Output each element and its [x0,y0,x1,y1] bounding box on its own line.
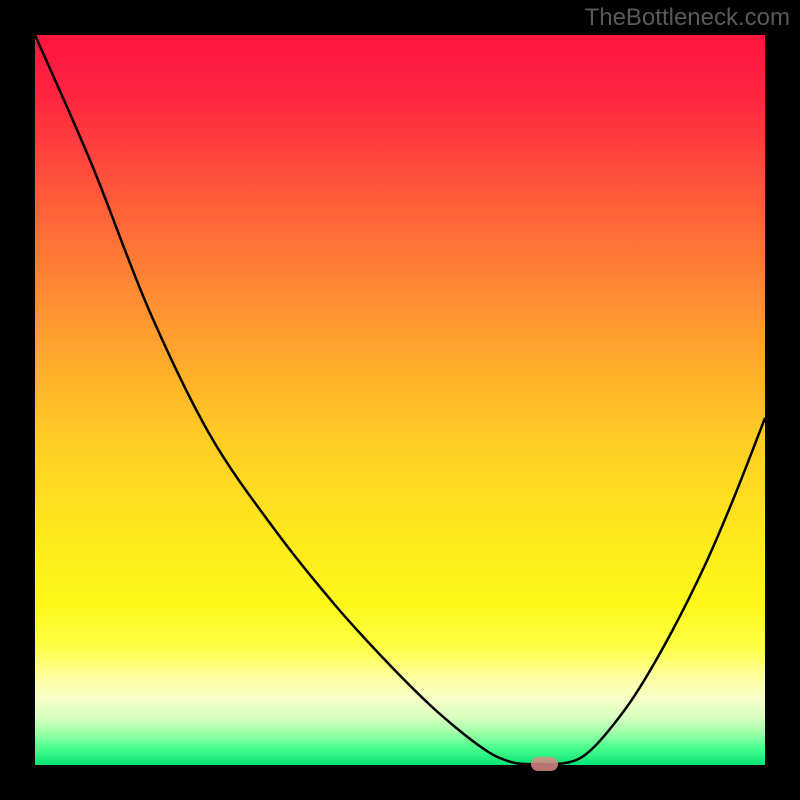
optimal-marker [531,757,558,771]
chart-container: { "watermark": "TheBottleneck.com", "cha… [0,0,800,800]
watermark-text: TheBottleneck.com [585,4,790,32]
plot-area [35,35,765,765]
plot-svg [35,35,765,765]
gradient-background [35,35,765,765]
